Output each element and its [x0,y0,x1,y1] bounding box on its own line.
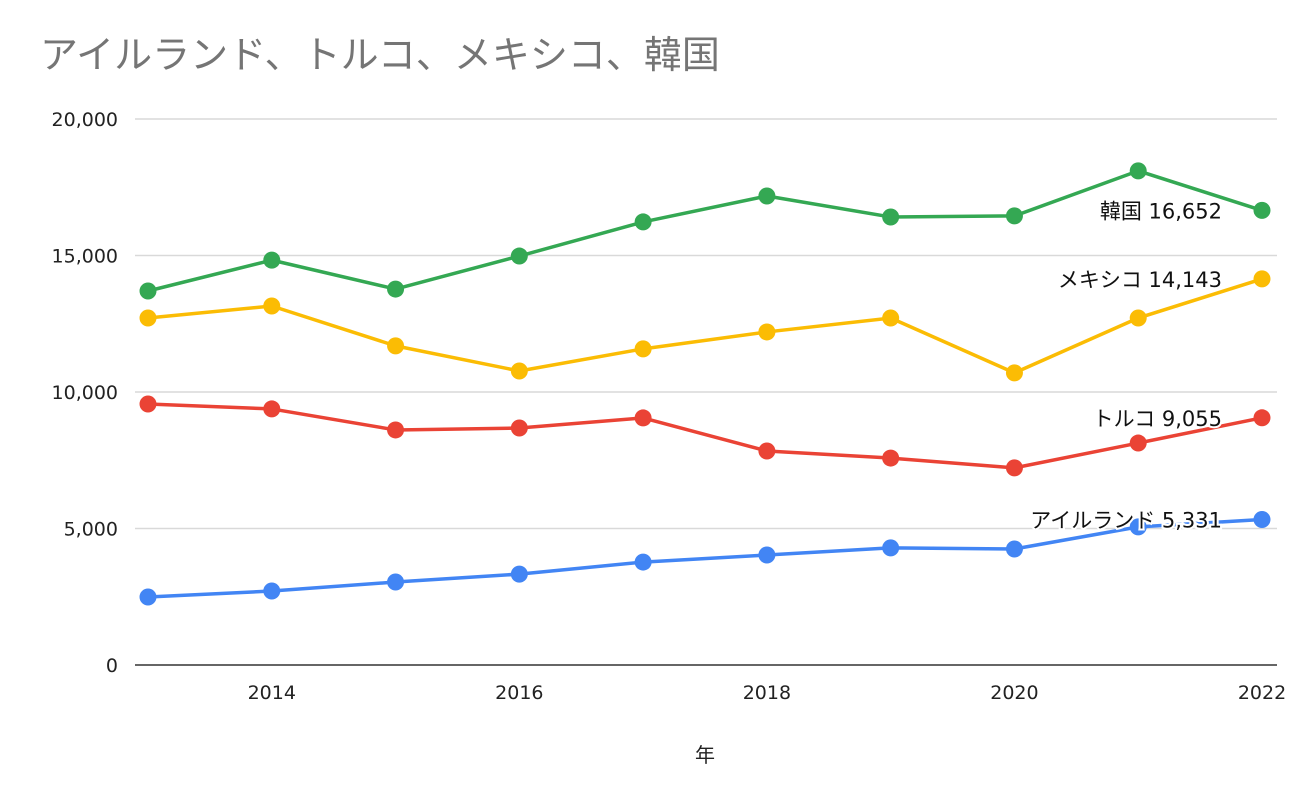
x-tick-label: 2022 [1238,682,1286,704]
data-label: トルコ 9,055 [1093,407,1222,431]
data-point[interactable] [510,419,528,437]
data-point[interactable] [510,565,528,583]
data-label: 韓国 16,652 [1100,199,1222,223]
data-point[interactable] [510,247,528,265]
data-point[interactable] [634,409,652,427]
data-point[interactable] [387,421,405,439]
data-point[interactable] [1005,207,1023,225]
y-tick-label: 10,000 [52,382,118,404]
data-point[interactable] [387,573,405,591]
data-point[interactable] [1129,162,1147,180]
y-tick-label: 20,000 [52,109,118,131]
data-point[interactable] [882,449,900,467]
data-point[interactable] [882,539,900,557]
data-point[interactable] [634,553,652,571]
data-point[interactable] [1253,510,1271,528]
series-メキシコ [139,270,1271,382]
data-label: アイルランド 5,331 [1030,508,1222,532]
data-label: メキシコ 14,143 [1058,268,1222,292]
data-point[interactable] [263,582,281,600]
data-point[interactable] [634,213,652,231]
y-tick-label: 0 [106,655,118,677]
data-point[interactable] [758,187,776,205]
data-point[interactable] [387,280,405,298]
data-point[interactable] [139,282,157,300]
x-tick-label: 2016 [495,682,543,704]
data-point[interactable] [1129,434,1147,452]
data-point[interactable] [882,309,900,327]
data-point[interactable] [1005,364,1023,382]
data-point[interactable] [139,309,157,327]
series-韓国 [139,162,1271,300]
data-point[interactable] [1253,270,1271,288]
data-point[interactable] [263,297,281,315]
series-line [147,277,1263,375]
data-point[interactable] [758,323,776,341]
data-point[interactable] [387,337,405,355]
data-point[interactable] [263,400,281,418]
x-tick-label: 2014 [248,682,296,704]
data-point[interactable] [758,442,776,460]
x-axis-label: 年 [695,743,715,767]
series-line [147,517,1263,599]
data-point[interactable] [634,340,652,358]
data-point[interactable] [139,395,157,413]
data-point[interactable] [758,546,776,564]
data-point[interactable] [1253,201,1271,219]
data-point[interactable] [139,588,157,606]
x-tick-label: 2020 [990,682,1038,704]
data-point[interactable] [1129,518,1147,536]
y-tick-label: 15,000 [52,246,118,268]
series-アイルランド [139,510,1271,606]
data-point[interactable] [1129,309,1147,327]
series-line [147,169,1263,293]
x-tick-label: 2018 [743,682,791,704]
data-point[interactable] [510,362,528,380]
data-point[interactable] [882,208,900,226]
data-point[interactable] [263,251,281,269]
series-トルコ [139,395,1271,477]
series-line [147,402,1263,470]
y-tick-label: 5,000 [64,519,118,541]
chart-title: アイルランド、トルコ、メキシコ、韓国 [40,33,720,77]
data-point[interactable] [1253,409,1271,427]
data-point[interactable] [1005,459,1023,477]
data-point[interactable] [1005,540,1023,558]
